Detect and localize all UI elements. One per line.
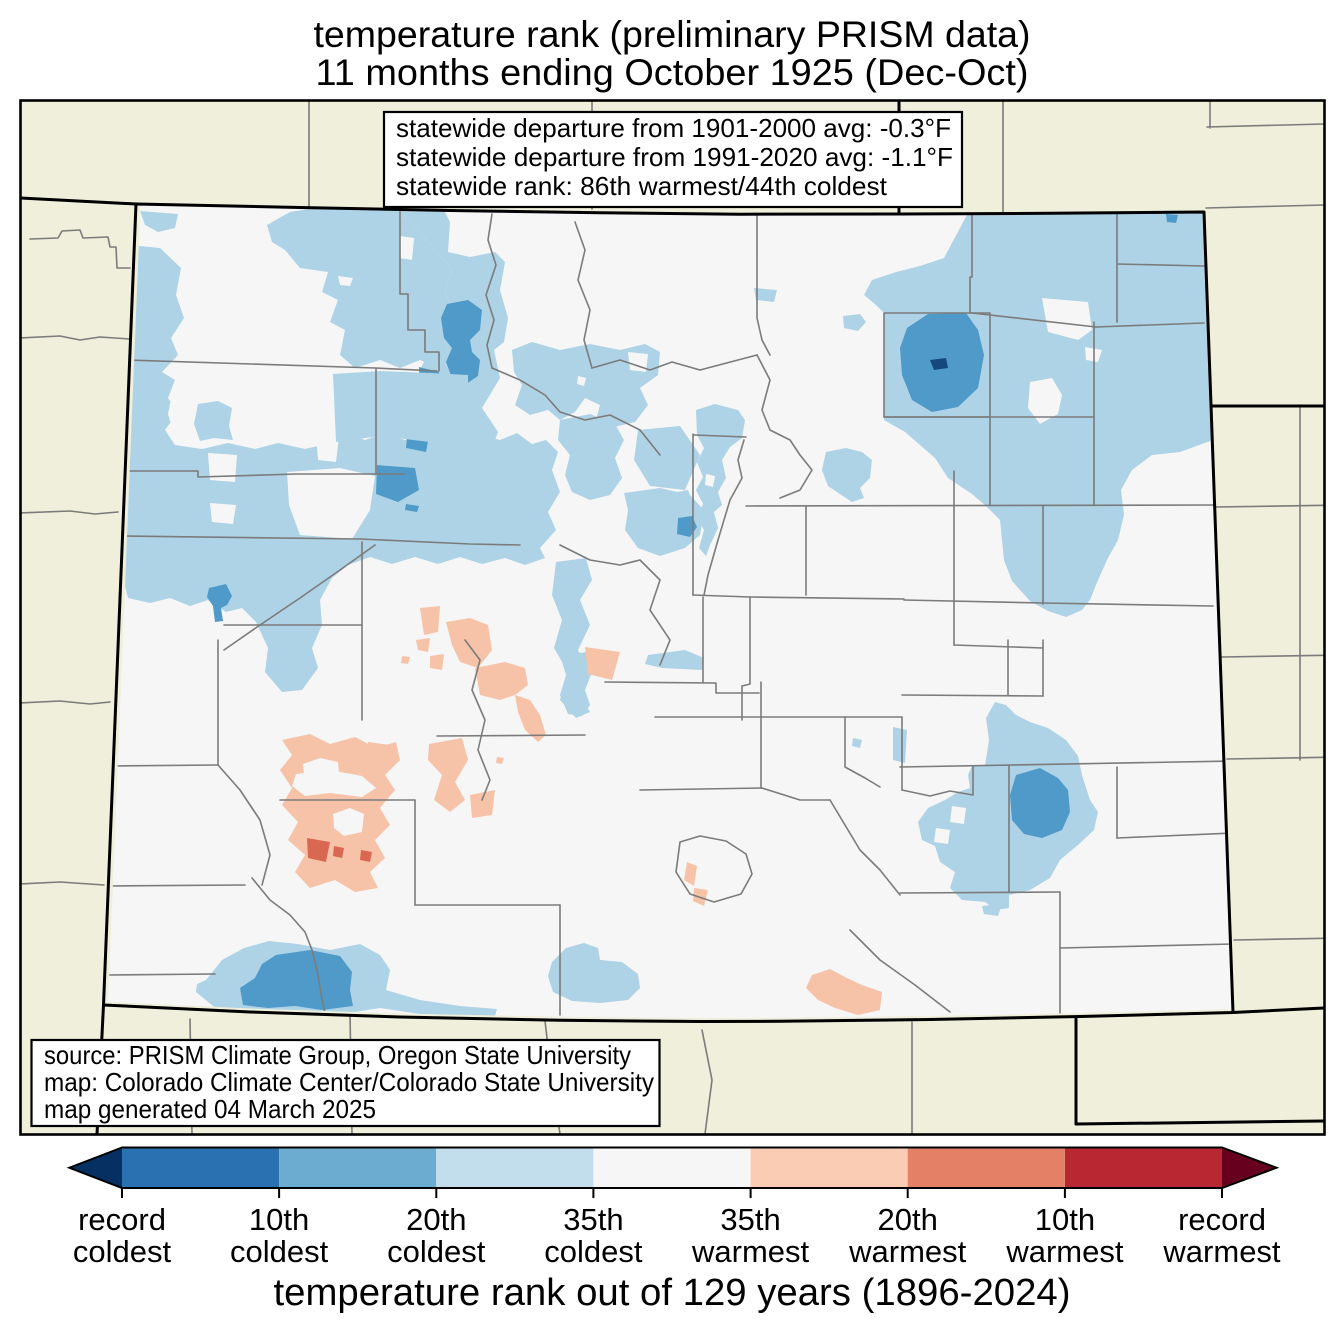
svg-text:map: Colorado Climate Center/C: map: Colorado Climate Center/Colorado St… — [44, 1067, 654, 1097]
svg-text:35th: 35th — [720, 1202, 780, 1237]
svg-text:warmest: warmest — [1005, 1234, 1124, 1269]
svg-text:warmest: warmest — [1162, 1234, 1281, 1269]
svg-text:statewide departure from 1991-: statewide departure from 1991-2020 avg: … — [396, 142, 953, 172]
svg-text:10th: 10th — [1035, 1202, 1095, 1237]
svg-text:temperature rank (preliminary: temperature rank (preliminary PRISM data… — [314, 13, 1031, 55]
svg-text:20th: 20th — [878, 1202, 938, 1237]
svg-text:coldest: coldest — [73, 1234, 172, 1269]
svg-text:10th: 10th — [249, 1202, 309, 1237]
svg-text:record: record — [1178, 1202, 1266, 1237]
svg-text:temperature rank out of 129 ye: temperature rank out of 129 years (1896-… — [274, 1272, 1071, 1314]
svg-text:statewide rank: 86th warmest/4: statewide rank: 86th warmest/44th coldes… — [396, 171, 888, 201]
svg-text:35th: 35th — [563, 1202, 623, 1237]
svg-text:coldest: coldest — [387, 1234, 486, 1269]
svg-text:map generated 04 March 2025: map generated 04 March 2025 — [44, 1094, 376, 1124]
svg-text:source: PRISM Climate Group, O: source: PRISM Climate Group, Oregon Stat… — [44, 1040, 631, 1070]
svg-text:20th: 20th — [406, 1202, 466, 1237]
svg-text:coldest: coldest — [544, 1234, 643, 1269]
svg-text:warmest: warmest — [691, 1234, 810, 1269]
svg-text:warmest: warmest — [848, 1234, 967, 1269]
svg-text:coldest: coldest — [230, 1234, 329, 1269]
svg-text:record: record — [78, 1202, 166, 1237]
svg-text:statewide departure from 1901-: statewide departure from 1901-2000 avg: … — [396, 113, 951, 143]
svg-text:11 months ending October 1925: 11 months ending October 1925 (Dec-Oct) — [316, 51, 1029, 93]
